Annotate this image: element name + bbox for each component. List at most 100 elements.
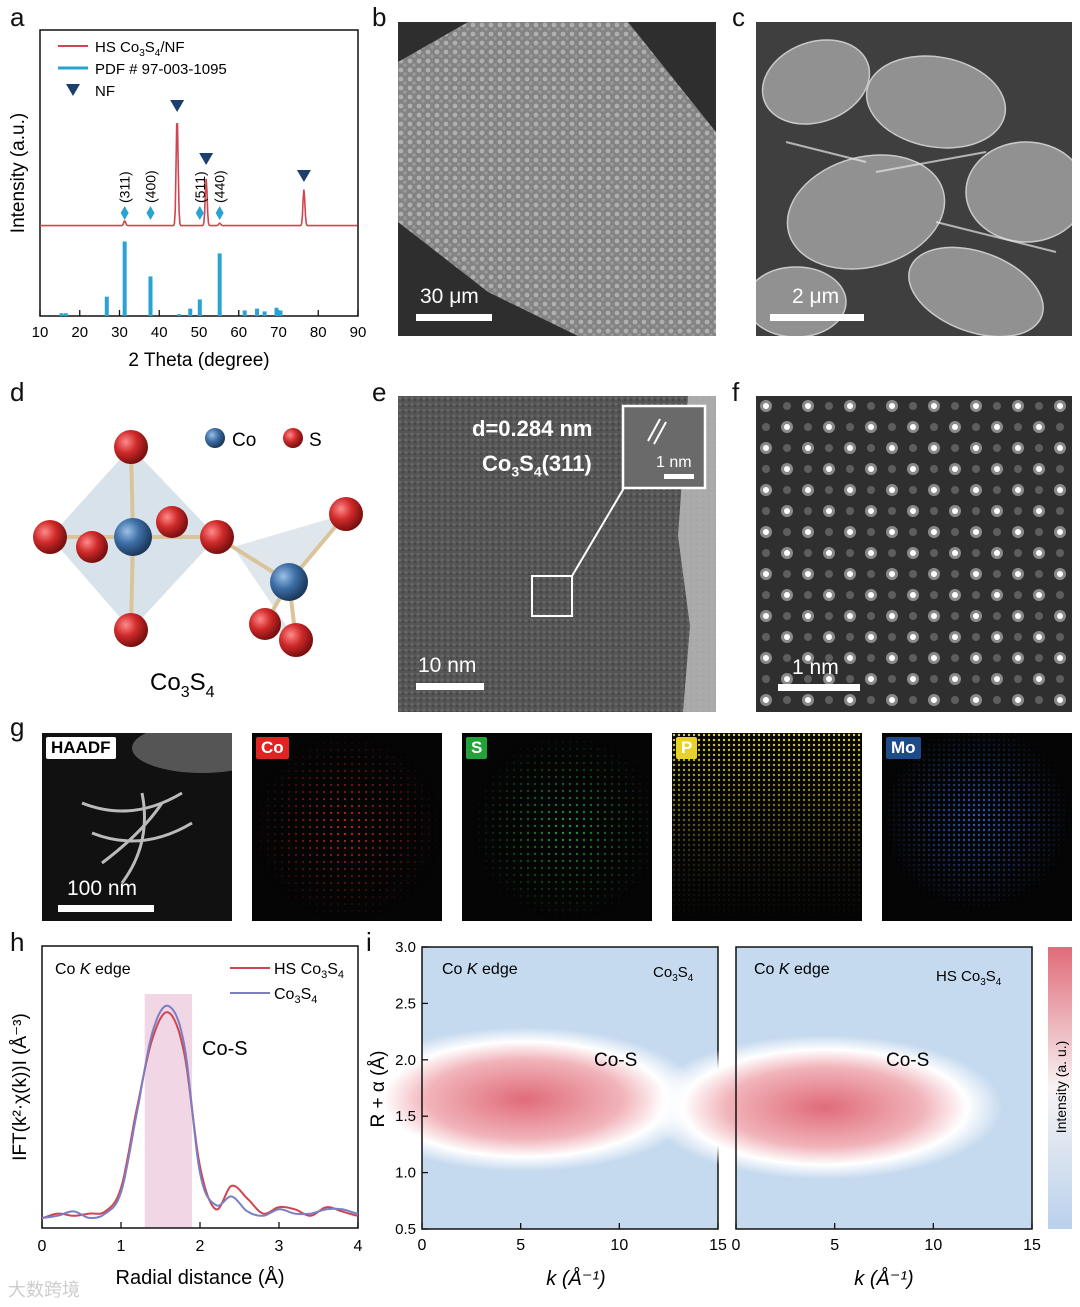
- xrd-x-tick-label: 40: [151, 324, 168, 341]
- ft-x-tick-label: 2: [196, 1238, 205, 1255]
- wt-edge-annotation-1: Co K edge: [442, 961, 518, 978]
- wt-y-tick-label: 2.0: [395, 1052, 416, 1069]
- wt-sample-label-2: HS Co3S4: [936, 968, 1002, 988]
- wt-intensity-hotspot: [647, 1035, 1003, 1180]
- pdf-reference-bar: [148, 276, 153, 316]
- xrd-x-tick-label: 50: [191, 324, 208, 341]
- colorbar-label: Intensity (a. u.): [1053, 1041, 1069, 1134]
- colorbar: [1048, 947, 1072, 1229]
- s-atom: [33, 520, 67, 554]
- ft-peak-label: Co-S: [202, 1038, 248, 1060]
- wt-x-tick-label: 0: [418, 1237, 427, 1254]
- scale-label-f: 1 nm: [792, 656, 839, 679]
- eds-map-p: P: [672, 733, 862, 921]
- scale-label-g: 100 nm: [67, 877, 138, 900]
- panel-label-e: e: [372, 377, 387, 407]
- eds-tag-haadf: HAADF: [46, 737, 116, 759]
- eds-map-mo: Mo: [882, 733, 1072, 921]
- xrd-x-axis-label: 2 Theta (degree): [128, 350, 269, 371]
- structure-formula: Co3S4: [150, 669, 215, 701]
- wt-y-tick-label: 3.0: [395, 939, 416, 956]
- wt-x-axis-label-2: k (Å⁻¹): [854, 1267, 913, 1290]
- scale-bar-f: [778, 684, 860, 691]
- ft-y-axis-label: IFT(k²·χ(k))I (Å⁻³): [10, 1013, 31, 1161]
- legend-s-icon: [283, 428, 303, 448]
- xrd-series-hs-co3s4: [40, 123, 358, 227]
- wt-sample-label-1: Co3S4: [653, 964, 694, 984]
- pdf-reference-bar: [278, 310, 283, 316]
- peak-index-label: (311): [117, 171, 133, 203]
- xrd-x-tick-label: 10: [32, 324, 49, 341]
- wt-y-tick-label: 1.0: [395, 1165, 416, 1182]
- d-spacing-label: d=0.284 nm: [472, 416, 593, 441]
- co-atom: [270, 563, 308, 601]
- wt-x-tick-label: 5: [516, 1237, 525, 1254]
- eds-map-co: Co: [252, 733, 442, 921]
- panel-label-f: f: [732, 377, 740, 407]
- scale-bar-c: [770, 314, 864, 321]
- eds-tag-p: P: [676, 737, 698, 759]
- legend-co-label: Co: [232, 430, 256, 451]
- wt-intensity-hotspot: [366, 1027, 703, 1172]
- nf-peak-triangle-icon: [296, 170, 311, 182]
- wt-x-tick-label: 10: [924, 1237, 942, 1254]
- wt-y-tick-label: 1.5: [395, 1108, 416, 1125]
- scale-bar-g: [58, 905, 154, 912]
- xrd-chart: 10 20 30 40 50 60 70 80 90 (311) (400) (511) (440) …: [8, 29, 367, 371]
- co3s4-structure-diagram: Co S Co3S4: [33, 428, 363, 701]
- ft-series-hs-co3s4: [41, 1011, 359, 1219]
- xrd-x-tick-label: 20: [71, 324, 88, 341]
- peak-diamond-icon: [146, 206, 155, 220]
- legend-nf-triangle-icon: [66, 84, 80, 96]
- s-atom: [200, 520, 234, 554]
- xrd-x-tick-label: 90: [350, 324, 367, 341]
- s-atom: [279, 623, 313, 657]
- wt-x-tick-label: 5: [830, 1237, 839, 1254]
- ft-legend-hs: HS Co3S4: [274, 961, 344, 981]
- eds-tag-co: Co: [256, 737, 289, 759]
- sem-image-b: 30 μm: [398, 22, 716, 336]
- s-atom: [76, 531, 108, 563]
- wt-x-tick-label: 15: [709, 1237, 727, 1254]
- panel-label-b: b: [372, 2, 387, 32]
- watermark: 大数跨境: [8, 1280, 80, 1300]
- ft-edge-annotation: Co K edge: [55, 961, 131, 978]
- wt-x-tick-label: 0: [732, 1237, 741, 1254]
- wt-edge-annotation-2: Co K edge: [754, 961, 830, 978]
- scale-bar-e: [416, 683, 484, 690]
- inset-scale-label: 1 nm: [656, 454, 692, 471]
- eds-tag-mo: Mo: [886, 737, 921, 759]
- xrd-y-axis-label: Intensity (a.u.): [8, 113, 29, 233]
- peak-index-label: (440): [212, 170, 228, 203]
- ft-legend-co3s4: Co3S4: [274, 986, 317, 1006]
- xrd-x-tick-label: 60: [230, 324, 247, 341]
- ft-x-axis-label: Radial distance (Å): [116, 1266, 285, 1289]
- co-s-highlight-band: [144, 994, 193, 1228]
- xrd-x-tick-label: 70: [270, 324, 287, 341]
- wt-x-axis-label-1: k (Å⁻¹): [546, 1267, 605, 1290]
- tem-zoom-connector: [571, 487, 625, 577]
- xrd-x-tick-label: 30: [111, 324, 128, 341]
- ft-series-co3s4: [41, 1004, 359, 1220]
- s-atom: [329, 497, 363, 531]
- pdf-reference-bar: [177, 314, 182, 316]
- legend-label-pdf: PDF # 97-003-1095: [95, 61, 227, 78]
- wt-y-tick-label: 2.5: [395, 995, 416, 1012]
- legend-co-icon: [205, 428, 225, 448]
- xrd-x-tick-label: 80: [310, 324, 327, 341]
- sem-image-c: 2 μm: [756, 22, 1072, 336]
- panel-label-i: i: [366, 927, 372, 957]
- wt-x-tick-label: 10: [610, 1237, 628, 1254]
- peak-index-label: (511): [192, 171, 208, 203]
- wt-peak-label-1: Co-S: [594, 1050, 637, 1071]
- pdf-reference-bar: [255, 308, 260, 316]
- pdf-reference-bar: [188, 308, 193, 316]
- ft-exafs-chart: 0 1 2 3 4 Co K edge HS Co3S4 Co3S4 Co-S Radi…: [10, 945, 363, 1289]
- panel-label-c: c: [732, 2, 745, 32]
- peak-diamond-icon: [215, 206, 224, 220]
- eds-tag-s: S: [466, 737, 488, 759]
- wt-x-tick-label: 15: [1023, 1237, 1041, 1254]
- ft-x-tick-label: 1: [117, 1238, 126, 1255]
- wt-peak-label-2: Co-S: [886, 1050, 929, 1071]
- panel-label-g: g: [10, 712, 25, 742]
